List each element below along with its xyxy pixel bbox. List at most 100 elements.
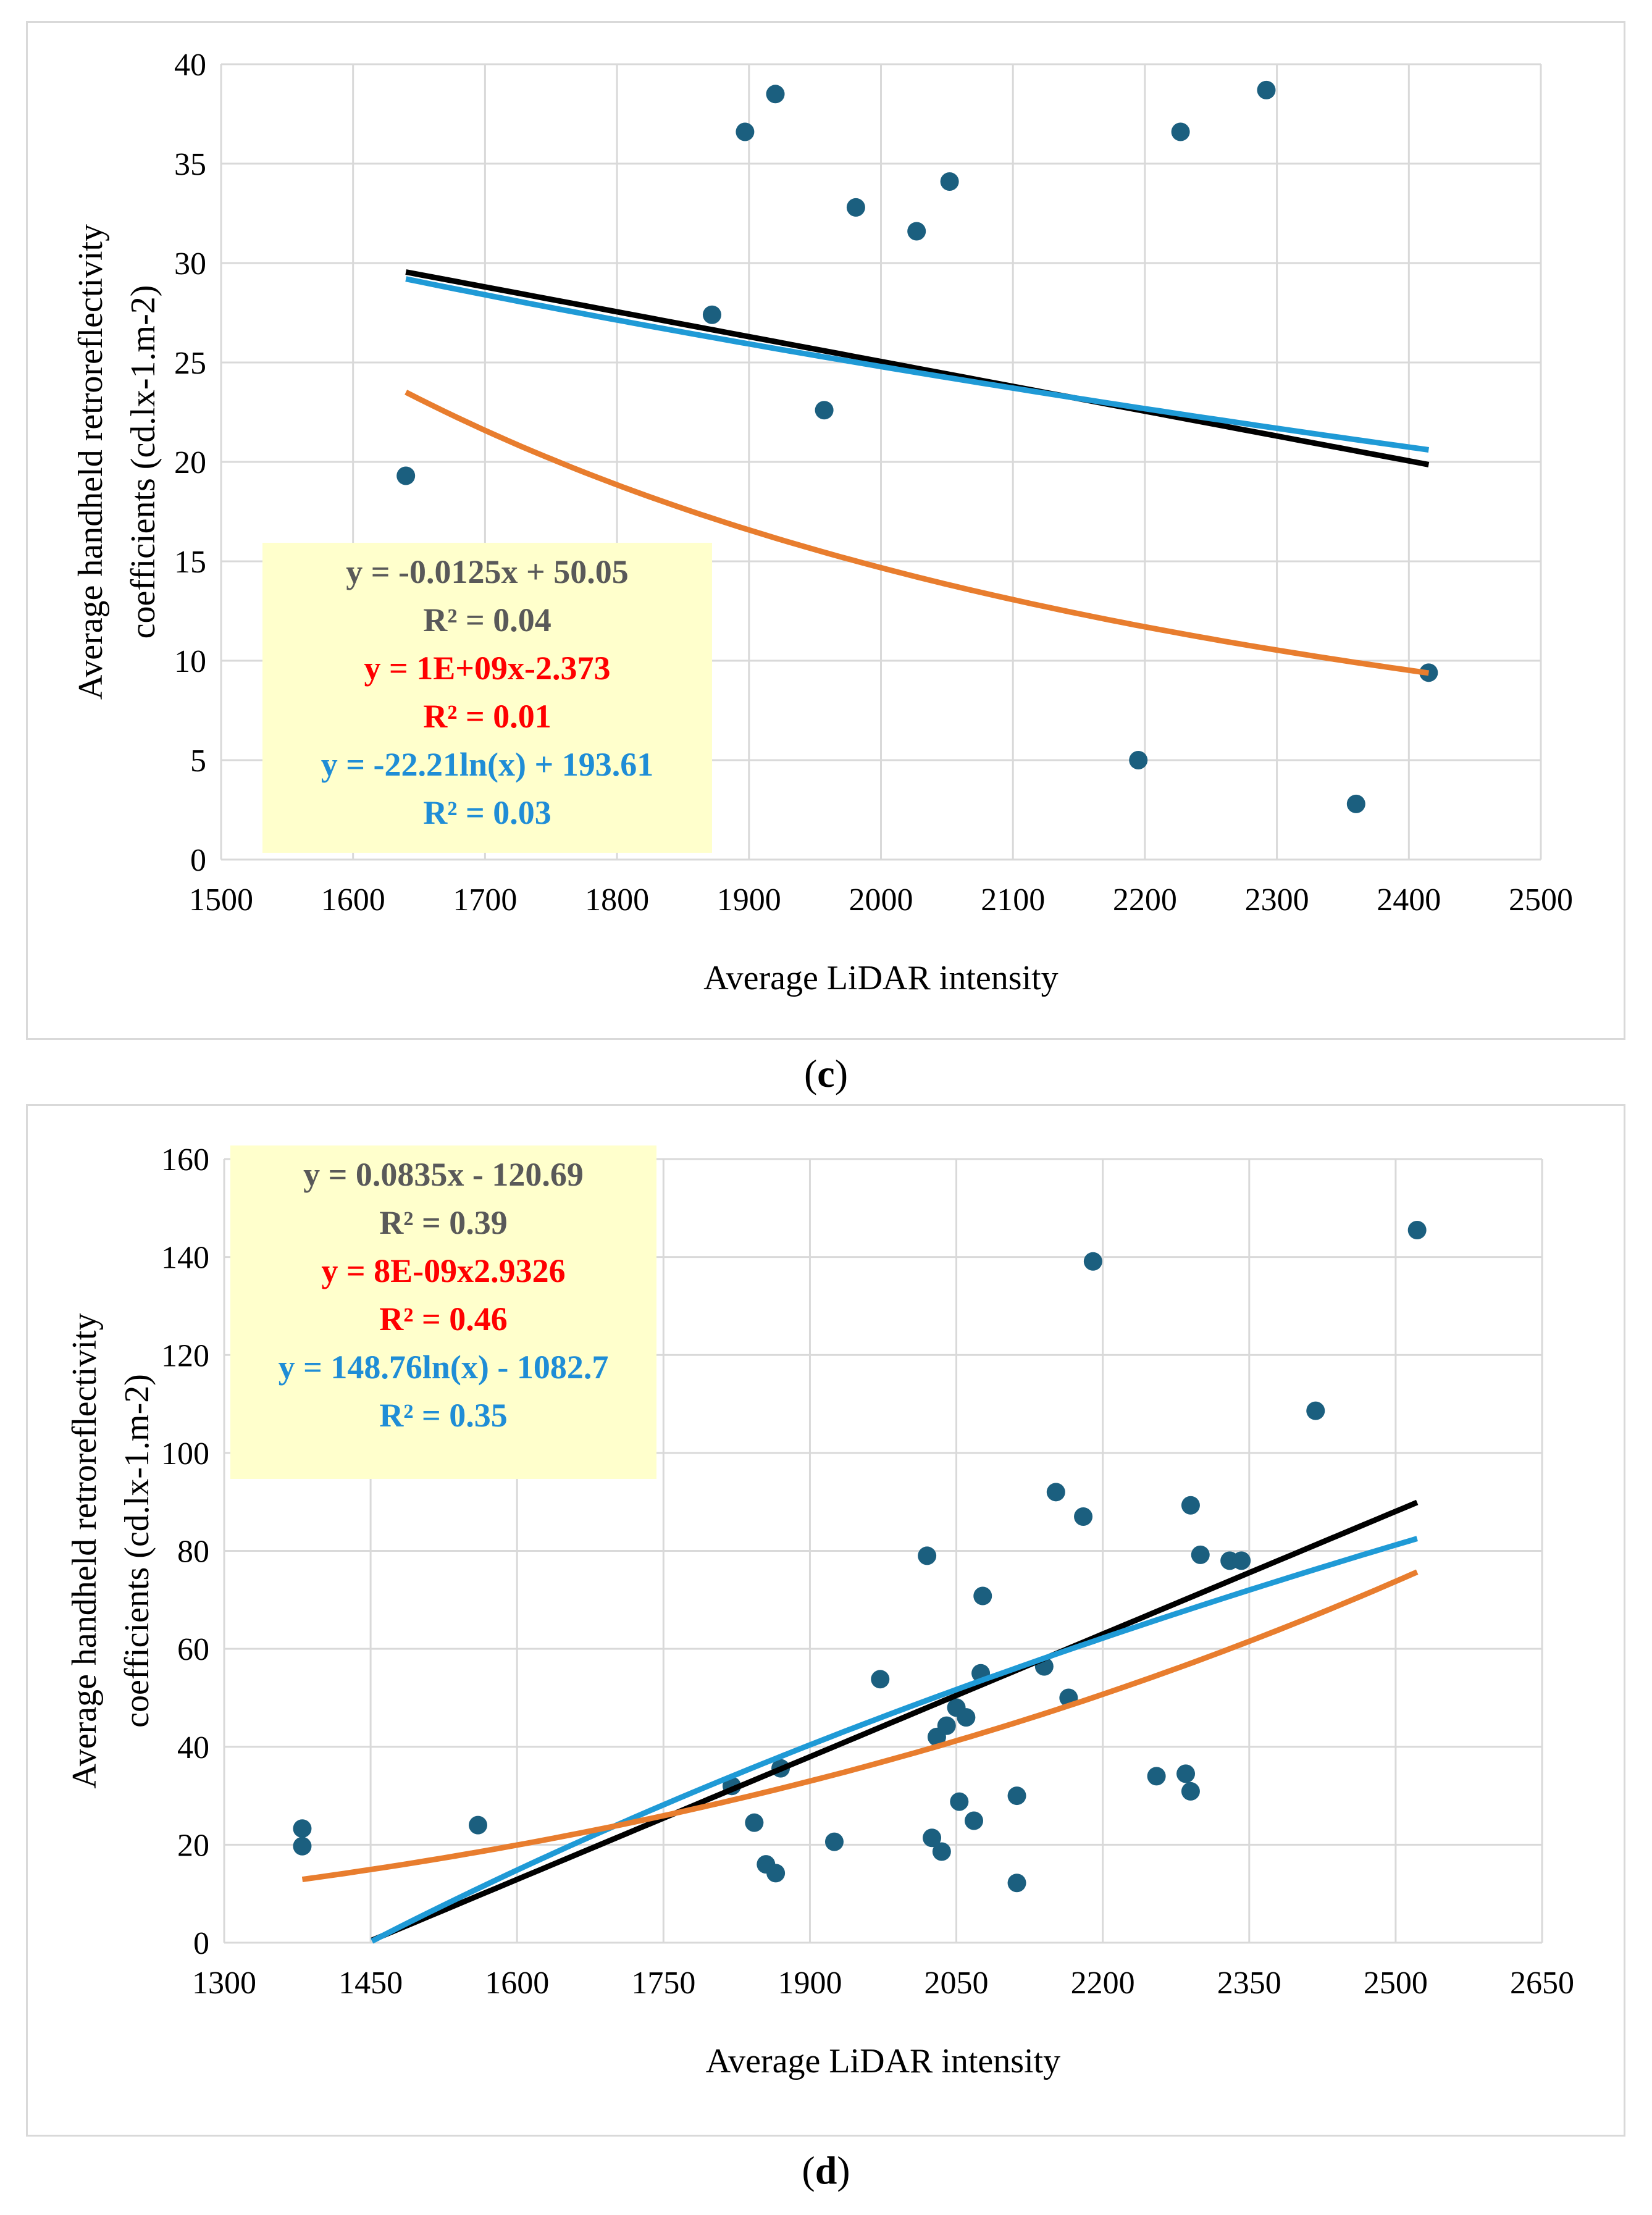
x-axis-title: Average LiDAR intensity — [703, 959, 1058, 997]
x-tick-label: 2500 — [1509, 882, 1573, 918]
linear-r2-d: R² = 0.39 — [379, 1204, 508, 1241]
data-point — [1306, 1401, 1325, 1420]
linear-trendline — [371, 1499, 1419, 1943]
data-point — [1007, 1786, 1026, 1806]
linear-r2-c: R² = 0.04 — [423, 601, 551, 639]
y-tick-label: 120 — [161, 1338, 209, 1373]
log-trendline — [371, 1536, 1418, 1944]
y-tick-label: 140 — [161, 1241, 209, 1276]
y-tick-label: 80 — [177, 1535, 209, 1570]
data-point — [745, 1813, 764, 1832]
panel-label-c: (c) — [803, 1052, 849, 1095]
data-point — [937, 1716, 956, 1735]
x-tick-label: 1300 — [192, 1966, 256, 2001]
x-tick-label: 2300 — [1245, 882, 1309, 918]
log-r2-c: R² = 0.03 — [423, 794, 551, 831]
panel-letter-d: d — [815, 2148, 837, 2192]
linear-equation-d: y = 0.0835x - 120.69 — [303, 1156, 584, 1193]
data-point — [918, 1546, 937, 1565]
data-point — [396, 466, 416, 485]
y-tick-label: 25 — [174, 346, 206, 381]
x-tick-label: 2350 — [1217, 1966, 1281, 2001]
x-tick-label: 2000 — [849, 882, 913, 918]
y-tick-label: 10 — [174, 644, 206, 679]
power-trendline — [405, 390, 1430, 676]
data-point — [1232, 1551, 1251, 1570]
x-tick-label: 1500 — [189, 882, 253, 918]
x-tick-label: 1600 — [321, 882, 385, 918]
x-tick-label: 1800 — [585, 882, 649, 918]
data-point — [965, 1811, 984, 1830]
y-tick-label: 15 — [174, 545, 206, 580]
data-point — [1407, 1221, 1427, 1240]
y-tick-label: 0 — [190, 843, 206, 878]
panel-letter-c: c — [817, 1052, 835, 1095]
chart-panel-d: 1300 1450 1600 1750 1900 2050 2200 2350 2500 2650… — [26, 1104, 1625, 2137]
x-tick-label: 1600 — [485, 1966, 549, 2001]
data-point — [973, 1586, 992, 1606]
x-tick-label: 1700 — [453, 882, 517, 918]
x-axis-title: Average LiDAR intensity — [706, 2042, 1060, 2080]
data-point — [1083, 1252, 1102, 1271]
data-point — [950, 1792, 969, 1811]
chart-c-svg: 1500 1600 1700 1800 1900 2000 2100 2200 2300 2400… — [72, 48, 1573, 997]
y-axis-title-line1: Average handheld retroreflectivity — [72, 224, 110, 700]
y-tick-label: 60 — [177, 1632, 209, 1667]
x-tick-label: 1450 — [338, 1966, 403, 2001]
x-tick-label: 2050 — [925, 1966, 989, 2001]
x-tick-label: 2100 — [981, 882, 1045, 918]
data-point — [766, 1864, 786, 1883]
power-r2-c: R² = 0.01 — [423, 698, 551, 735]
data-point — [1176, 1764, 1196, 1783]
log-r2-d: R² = 0.35 — [379, 1397, 508, 1434]
x-tick-label: 2400 — [1377, 882, 1441, 918]
data-point — [1147, 1767, 1166, 1786]
y-tick-label: 40 — [177, 1730, 209, 1765]
data-point — [1191, 1545, 1210, 1564]
x-tick-label: 2650 — [1510, 1966, 1574, 2001]
y-tick-label: 20 — [177, 1828, 209, 1863]
data-point — [1129, 751, 1148, 769]
y-tick-label: 100 — [161, 1436, 209, 1472]
data-point — [923, 1828, 942, 1848]
y-axis-title-line1: Average handheld retroreflectivity — [65, 1313, 104, 1788]
y-tick-label: 5 — [190, 743, 206, 779]
y-axis-title-line2: coefficients (cd.lx-1.m-2) — [118, 1374, 156, 1728]
y-tick-label: 20 — [174, 445, 206, 480]
x-tick-label: 2200 — [1071, 1966, 1135, 2001]
data-point — [293, 1836, 312, 1856]
log-trendline — [405, 276, 1430, 453]
y-tick-label: 35 — [174, 147, 206, 182]
data-point — [1007, 1874, 1026, 1893]
data-point — [932, 1842, 951, 1861]
data-point — [1181, 1496, 1200, 1515]
data-point — [736, 122, 755, 141]
y-tick-label: 160 — [161, 1142, 209, 1178]
linear-trendline — [405, 269, 1430, 467]
data-point — [1181, 1782, 1200, 1801]
data-point — [940, 172, 959, 191]
power-equation-d: y = 8E-09x2.9326 — [321, 1252, 566, 1289]
x-tick-label: 2500 — [1364, 1966, 1428, 2001]
data-point — [1171, 122, 1190, 141]
x-tick-label: 2200 — [1113, 882, 1177, 918]
data-point — [702, 305, 721, 324]
log-equation-c: y = -22.21ln(x) + 193.61 — [321, 746, 654, 783]
y-axis-title-line2: coefficients (cd.lx-1.m-2) — [124, 285, 162, 639]
x-tick-label: 1750 — [631, 1966, 695, 2001]
y-tick-label: 30 — [174, 246, 206, 282]
log-equation-d: y = 148.76ln(x) - 1082.7 — [278, 1349, 609, 1386]
data-point — [957, 1708, 976, 1727]
data-point — [871, 1670, 890, 1689]
data-point — [907, 222, 926, 241]
power-equation-c: y = 1E+09x-2.373 — [364, 650, 611, 687]
data-point — [766, 85, 785, 104]
data-point — [1257, 80, 1276, 99]
y-tick-label: 40 — [174, 48, 206, 83]
equation-box-d: y = 0.0835x - 120.69 R² = 0.39 y = 8E-09… — [230, 1145, 656, 1479]
equation-box-c: y = -0.0125x + 50.05 R² = 0.04 y = 1E+09… — [262, 543, 712, 853]
data-point — [815, 401, 834, 420]
data-point — [1046, 1483, 1065, 1502]
data-point — [1074, 1507, 1093, 1526]
y-tick-label: 0 — [193, 1926, 209, 1961]
